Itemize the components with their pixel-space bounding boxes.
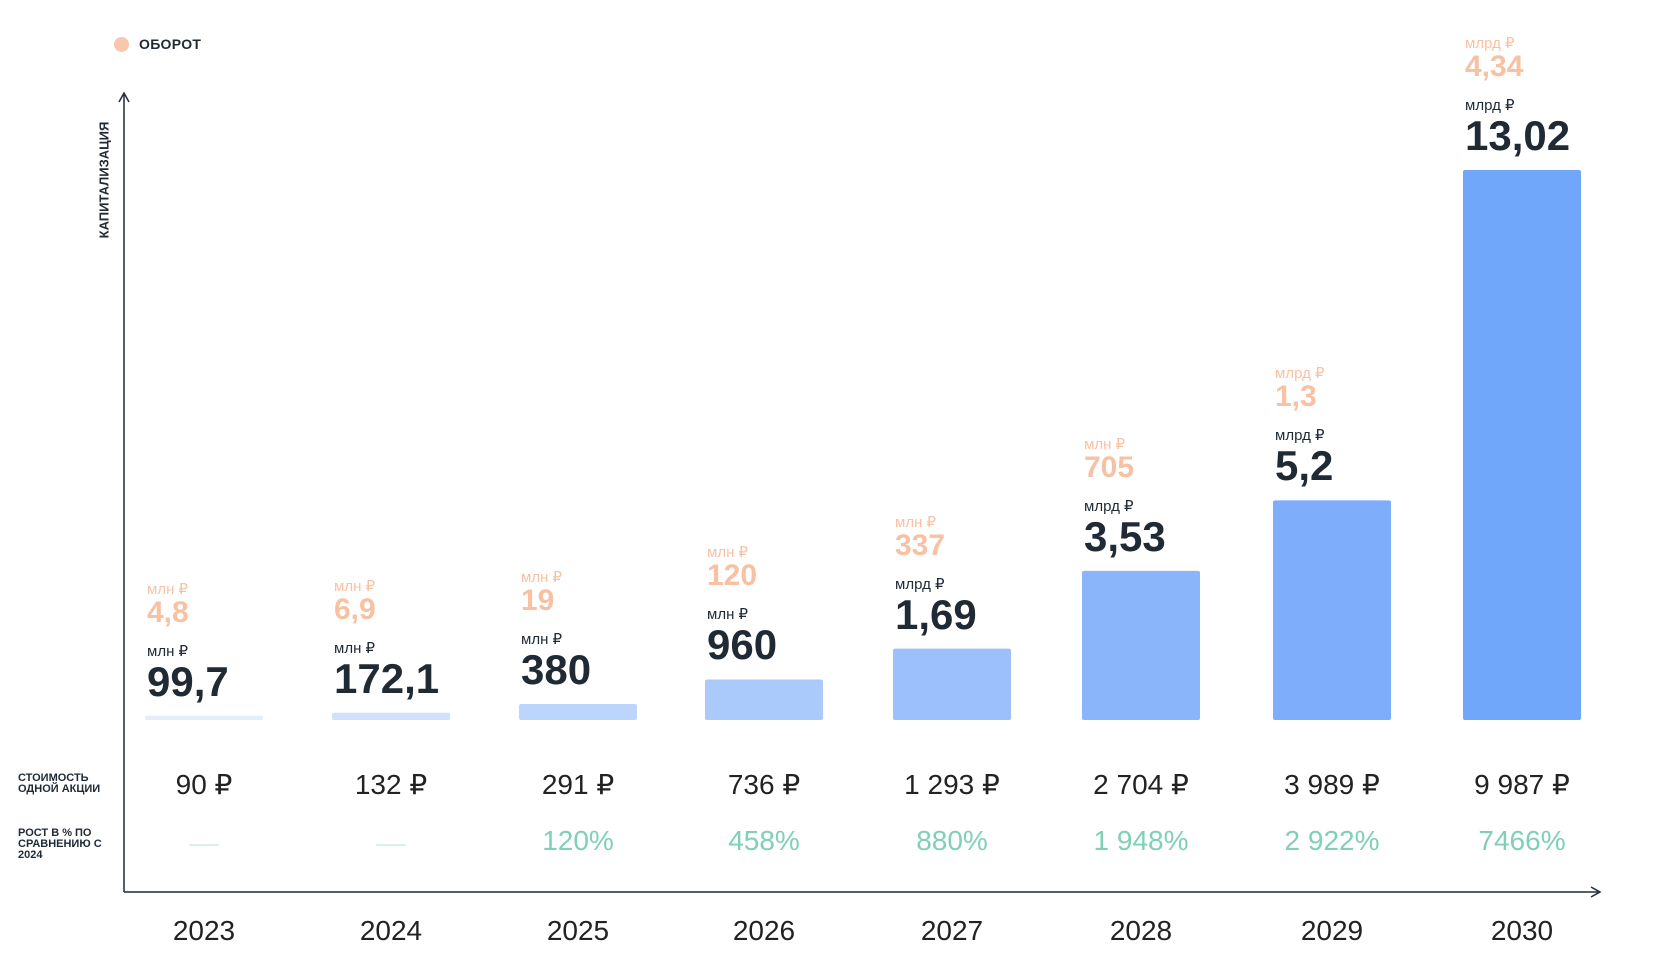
turnover-label-2024: млн ₽6,9: [334, 577, 376, 626]
turnover-value: 120: [707, 559, 758, 593]
bar-2027: [893, 648, 1011, 720]
share-price-2030: 9 987 ₽: [1474, 769, 1570, 800]
cap-label-2030: млрд ₽13,02: [1465, 98, 1570, 158]
turnover-label-2030: млрд ₽4,34: [1465, 36, 1523, 82]
cap-unit: млрд ₽: [1084, 497, 1134, 515]
x-tick-2023: 2023: [172, 915, 236, 946]
y-axis-title: КАПИТАЛИЗАЦИЯ: [96, 121, 112, 239]
turnover-unit: млрд ₽: [1465, 35, 1515, 52]
x-tick-2026: 2026: [732, 915, 796, 946]
bar-2028: [1082, 570, 1200, 720]
y-axis-arrow: [118, 91, 130, 103]
share-price-2027: 1 293 ₽: [904, 769, 1000, 800]
share-price-2026: 736 ₽: [727, 769, 801, 800]
cap-unit: млн ₽: [521, 630, 563, 648]
growth-2028: 1 948%: [1093, 825, 1189, 856]
turnover-unit: млн ₽: [707, 544, 749, 562]
cap-value: 172,1: [334, 654, 440, 702]
legend: ОБОРОТ: [114, 36, 201, 52]
cap-value: 99,7: [147, 657, 229, 705]
turnover-value: 6,9: [334, 592, 376, 626]
turnover-label-2027: млн ₽337: [895, 513, 946, 562]
cap-label-2023: млн ₽99,7: [147, 642, 229, 705]
x-tick-2029: 2029: [1300, 915, 1364, 946]
growth-empty-dash-2024: [376, 844, 406, 846]
turnover-label-2025: млн ₽19: [521, 568, 563, 617]
turnover-value: 19: [521, 583, 555, 617]
bar-2026: [705, 679, 823, 720]
cap-value: 1,69: [895, 590, 977, 638]
growth-2029: 2 922%: [1284, 825, 1380, 856]
turnover-unit: млрд ₽: [1275, 365, 1325, 383]
cap-unit: млн ₽: [147, 642, 189, 660]
turnover-value: 4,8: [147, 595, 189, 629]
growth-empty-dash-2023: [189, 844, 219, 846]
share-price-2029: 3 989 ₽: [1284, 769, 1380, 800]
bar-2023: [145, 715, 263, 720]
share-price-2024: 132 ₽: [354, 769, 428, 800]
cap-unit: млн ₽: [334, 639, 376, 657]
cap-value: 960: [707, 621, 778, 669]
cap-value: 13,02: [1465, 112, 1571, 159]
cap-value: 3,53: [1084, 512, 1166, 560]
growth-2030: 7466%: [1478, 825, 1566, 856]
turnover-value: 337: [895, 528, 946, 562]
cap-label-2025: млн ₽380: [521, 630, 592, 693]
x-tick-2025: 2025: [546, 915, 610, 946]
turnover-label-2029: млрд ₽1,3: [1275, 366, 1325, 412]
cap-label-2024: млн ₽172,1: [334, 639, 440, 702]
x-tick-2027: 2027: [920, 915, 984, 946]
x-axis-arrow: [1590, 886, 1602, 898]
growth-2026: 458%: [728, 825, 800, 856]
bar-2024: [332, 712, 450, 720]
cap-value: 380: [521, 645, 592, 693]
share-price-2025: 291 ₽: [541, 769, 615, 800]
cap-unit: млн ₽: [707, 606, 749, 624]
bar-2029: [1273, 500, 1391, 720]
turnover-unit: млн ₽: [334, 577, 376, 595]
cap-label-2028: млрд ₽3,53: [1084, 497, 1166, 560]
share-price-2023: 90 ₽: [175, 769, 233, 800]
cap-unit: млрд ₽: [1465, 97, 1515, 114]
bars-group: [145, 170, 1581, 720]
turnover-unit: млн ₽: [1084, 435, 1126, 453]
turnover-unit: млн ₽: [147, 580, 189, 598]
turnover-value: 705: [1084, 450, 1135, 484]
x-tick-2028: 2028: [1109, 915, 1173, 946]
x-tick-2030: 2030: [1490, 915, 1554, 946]
cap-unit: млрд ₽: [895, 575, 945, 593]
cap-value: 5,2: [1275, 442, 1334, 490]
bar-2030: [1463, 170, 1581, 720]
x-tick-2024: 2024: [359, 915, 423, 946]
cap-unit: млрд ₽: [1275, 427, 1325, 445]
cap-label-2029: млрд ₽5,2: [1275, 428, 1333, 488]
turnover-label-2023: млн ₽4,8: [147, 580, 189, 629]
legend-label-turnover: ОБОРОТ: [139, 36, 202, 52]
turnover-label-2026: млн ₽120: [707, 545, 757, 591]
turnover-value: 4,34: [1465, 50, 1524, 83]
turnover-value: 1,3: [1275, 380, 1317, 414]
bar-2025: [519, 703, 637, 720]
row-label-growth: РОСТ В % ПО СРАВНЕНИЮ С 2024: [18, 827, 102, 861]
growth-2027: 880%: [916, 825, 988, 856]
turnover-unit: млн ₽: [895, 513, 937, 531]
growth-2025: 120%: [542, 825, 614, 856]
legend-swatch-turnover: [114, 36, 129, 52]
row-label-share-price: СТОИМОСТЬ ОДНОЙ АКЦИИ: [18, 772, 101, 795]
cap-label-2027: млрд ₽1,69: [895, 575, 977, 638]
share-price-2028: 2 704 ₽: [1093, 769, 1189, 800]
turnover-unit: млн ₽: [521, 568, 563, 586]
cap-label-2026: млн ₽960: [707, 607, 777, 667]
turnover-label-2028: млн ₽705: [1084, 435, 1135, 484]
